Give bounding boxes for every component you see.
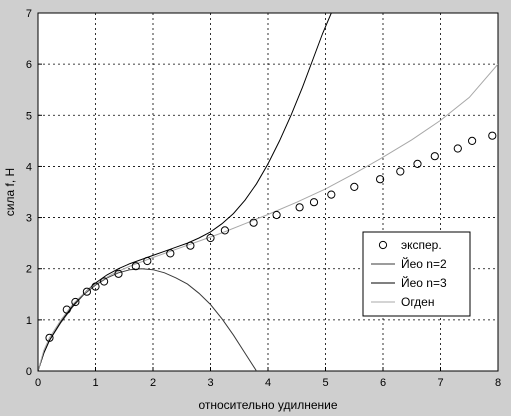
y-tick-label: 5 (26, 110, 32, 122)
y-tick-label: 7 (26, 8, 32, 20)
x-tick-label: 0 (35, 377, 41, 389)
x-tick-label: 5 (322, 377, 328, 389)
y-tick-label: 6 (26, 59, 32, 71)
legend-label: Йео n=2 (401, 256, 447, 271)
y-axis-label: сила f, Н (3, 168, 17, 216)
data-point (350, 182, 359, 191)
x-tick-label: 7 (437, 377, 443, 389)
grid (38, 13, 498, 371)
data-point (45, 333, 54, 342)
data-point (220, 226, 229, 235)
y-tick-label: 0 (26, 366, 32, 378)
series-line-3 (38, 63, 498, 371)
legend: экспер. Йео n=2 Йео n=3 Огден (362, 231, 471, 317)
data-point (453, 144, 462, 153)
data-point (62, 305, 71, 314)
legend-label: экспер. (401, 238, 442, 252)
y-tick-label: 2 (26, 264, 32, 276)
x-tick-label: 3 (207, 377, 213, 389)
y-tick-label: 3 (26, 213, 32, 225)
plot-area (37, 12, 499, 372)
data-point (249, 218, 258, 227)
data-point (71, 297, 80, 307)
x-tick-label: 8 (495, 377, 501, 389)
data-point (131, 262, 140, 271)
ticks: 0 1 2 3 4 5 6 7 8 0 1 2 3 4 5 6 7 (26, 8, 501, 389)
x-tick-label: 6 (380, 377, 386, 389)
legend-label: Йео n=3 (401, 275, 447, 290)
data-point (309, 198, 319, 207)
data-point (413, 159, 422, 168)
data-point (295, 203, 304, 212)
data-point (376, 175, 385, 184)
y-tick-label: 1 (26, 315, 32, 327)
data-point (206, 233, 215, 243)
data-point (166, 249, 175, 258)
series-layer (38, 13, 498, 371)
y-tick-label: 4 (26, 161, 32, 173)
legend-marker (378, 240, 388, 250)
data-point (430, 152, 439, 161)
x-tick-label: 2 (150, 377, 156, 389)
data-point (468, 136, 477, 145)
data-point (327, 190, 336, 199)
x-tick-label: 4 (265, 377, 271, 389)
data-point (143, 256, 152, 266)
data-point (396, 167, 405, 176)
legend-label: Огден (401, 295, 434, 309)
series-line-1 (38, 268, 257, 371)
data-point (186, 241, 195, 250)
x-tick-label: 1 (92, 377, 98, 389)
data-point (272, 210, 281, 220)
data-point (82, 287, 92, 296)
x-axis-label: относительно удилнение (198, 398, 337, 412)
data-point (114, 269, 123, 278)
data-point (91, 282, 100, 291)
data-point (488, 131, 497, 140)
data-point (100, 277, 109, 286)
